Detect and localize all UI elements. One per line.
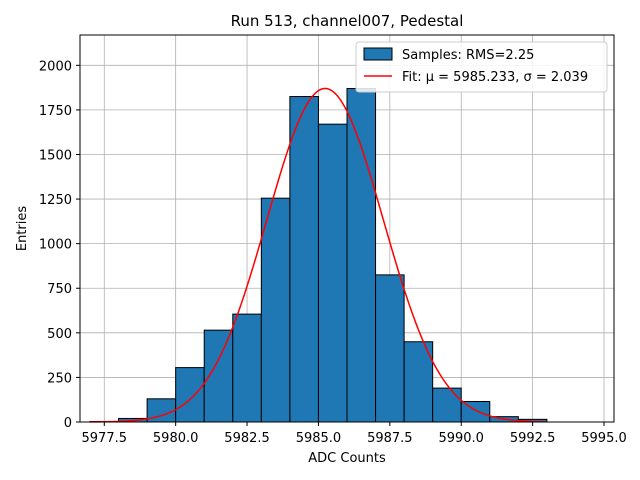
histogram-bar-11 [403, 341, 434, 423]
chart-title: Run 513, channel007, Pedestal [231, 12, 464, 30]
legend: Samples: RMS=2.25 Fit: μ = 5985.233, σ =… [355, 41, 608, 93]
fit-curve [89, 87, 547, 423]
y-axis-ticks: 0 250 500 750 1000 1250 1500 1750 2000 [39, 59, 80, 431]
x-axis-title: ADC Counts [308, 451, 386, 466]
x-axis-ticks: 5977.5 5980.0 5982.5 5985.0 5987.5 5990.0 5992… [82, 422, 627, 446]
histogram-bar-5 [232, 313, 262, 423]
histogram-bar-8 [317, 123, 348, 423]
legend-swatch-samples [363, 47, 393, 61]
y-tick-label-7: 1750 [39, 104, 72, 119]
histogram-bar-9 [346, 88, 377, 423]
x-tick-label-0: 5977.5 [82, 431, 128, 446]
legend-box [355, 41, 608, 93]
x-tick-label-2: 5982.5 [224, 431, 270, 446]
y-tick-label-8: 2000 [39, 59, 72, 74]
histogram-bar-10 [375, 274, 405, 423]
histogram-bar-6 [260, 197, 291, 423]
y-axis-title: Entries [15, 206, 30, 252]
x-tick-label-6: 5992.5 [510, 431, 556, 446]
plot-frame [79, 34, 615, 423]
x-tick-label-3: 5985.0 [296, 431, 342, 446]
legend-label-fit: Fit: μ = 5985.233, σ = 2.039 [402, 70, 588, 85]
y-tick-label-0: 0 [64, 416, 72, 431]
y-tick-label-2: 500 [47, 327, 72, 342]
x-tick-label-4: 5987.5 [367, 431, 413, 446]
legend-label-samples: Samples: RMS=2.25 [402, 48, 534, 63]
y-tick-label-1: 250 [47, 371, 72, 386]
x-tick-label-1: 5980.0 [153, 431, 199, 446]
x-tick-label-5: 5990.0 [438, 431, 484, 446]
y-tick-label-3: 750 [47, 282, 72, 297]
histogram-bar-3 [175, 367, 205, 423]
x-tick-label-7: 5995.0 [581, 431, 627, 446]
histogram-bar-12 [432, 387, 462, 423]
histogram-bars [89, 88, 548, 423]
y-tick-label-4: 1000 [39, 238, 72, 253]
y-tick-label-6: 1500 [39, 148, 72, 163]
y-tick-label-5: 1250 [39, 193, 72, 208]
histogram-bar-7 [289, 96, 319, 423]
